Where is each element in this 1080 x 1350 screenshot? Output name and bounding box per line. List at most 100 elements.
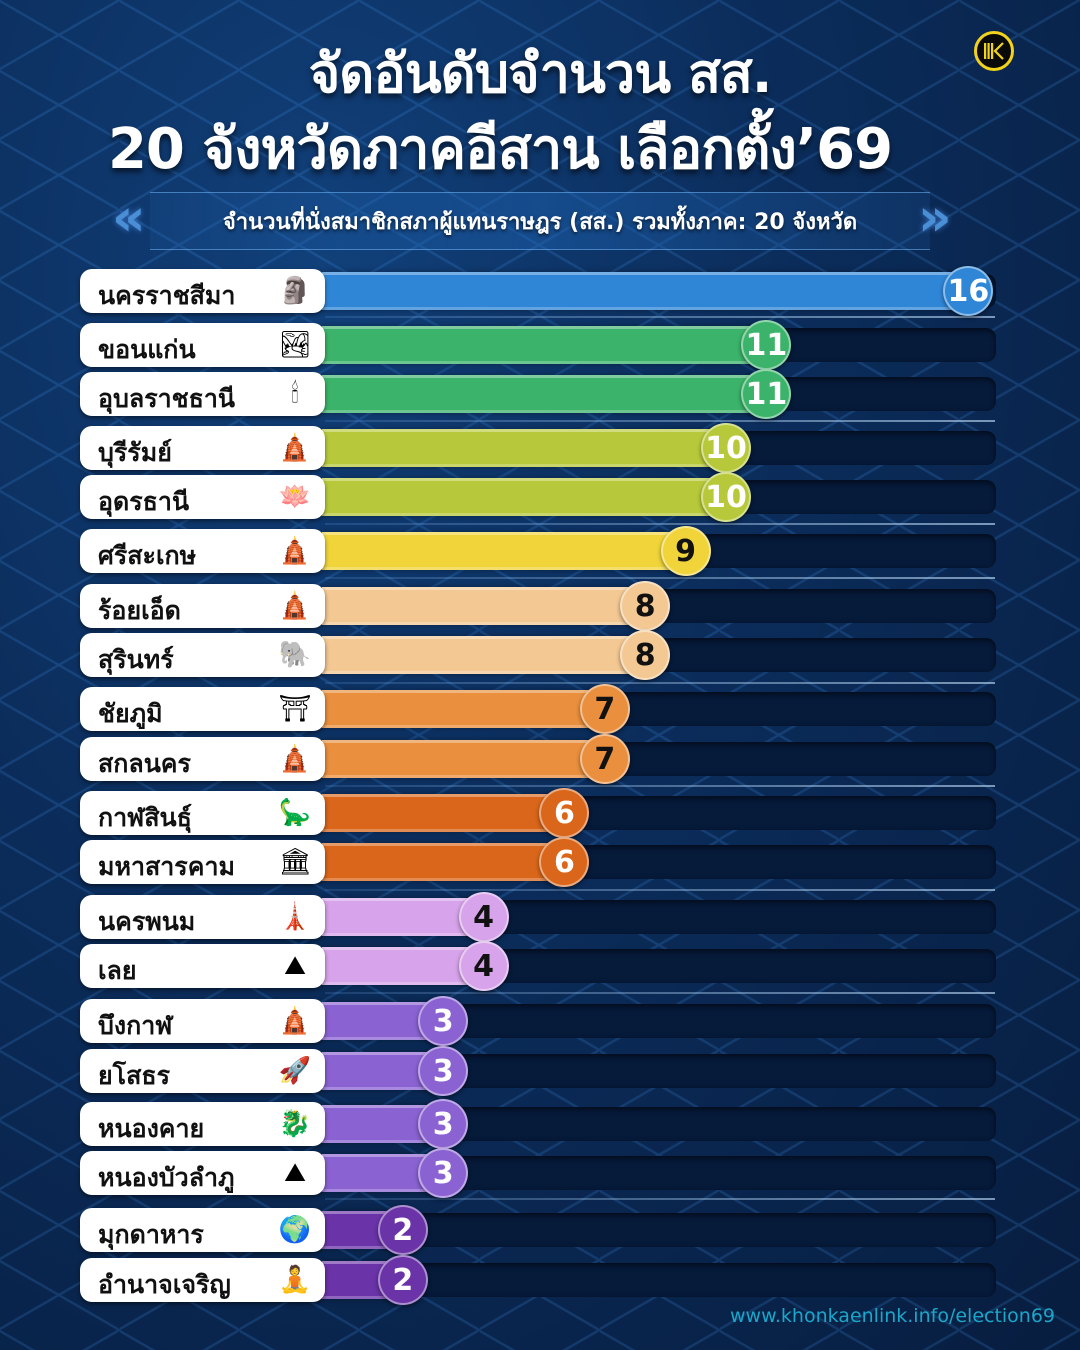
category-label: หนองบัวลำภู — [98, 1163, 235, 1192]
province-label-pill: หนองบัวลำภู ⛰ — [80, 1151, 325, 1195]
bar-track — [322, 1213, 996, 1247]
province-label-pill: มุกดาหาร 🌍 — [80, 1208, 325, 1252]
province-label-pill: เลย ⛰ — [80, 944, 325, 988]
lotus-icon: 🪷 — [278, 482, 312, 512]
bar — [322, 532, 686, 570]
bar — [322, 636, 646, 674]
category-label: กาฬสินธุ์ — [98, 803, 192, 832]
footer-url[interactable]: www.khonkaenlink.info/election69 — [730, 1305, 1056, 1327]
chart-row: 4 เลย ⛰ — [0, 941, 1080, 991]
bar-track — [322, 1263, 996, 1297]
group-separator — [325, 992, 995, 994]
group-separator — [325, 523, 995, 525]
chart-row: 11 ขอนแก่น 🏞 — [0, 320, 1080, 370]
buddha-icon: 🧘 — [278, 1265, 312, 1295]
double-chevron-left-icon: « — [112, 188, 146, 248]
value-label: 2 — [377, 1205, 428, 1255]
naga-icon: 🐉 — [278, 1109, 312, 1139]
group-separator — [325, 1198, 995, 1200]
mountain-icon: ⛰ — [284, 1157, 306, 1188]
category-label: มุกดาหาร — [98, 1220, 204, 1249]
chart-row: 3 ยโสธร 🚀 — [0, 1046, 1080, 1096]
category-label: สุรินทร์ — [98, 645, 174, 674]
chart-row: 8 ร้อยเอ็ด 🛕 — [0, 581, 1080, 631]
category-label: เลย — [98, 956, 137, 985]
category-label: นครราชสีมา — [98, 281, 236, 310]
category-label: ร้อยเอ็ด — [98, 596, 181, 625]
province-label-pill: อุบลราชธานี 🕯 — [80, 372, 325, 416]
group-separator — [325, 785, 995, 787]
category-label: หนองคาย — [98, 1114, 205, 1143]
bar — [322, 794, 565, 832]
category-label: ยโสธร — [98, 1061, 171, 1090]
rock-arch-icon: ⛩ — [278, 694, 312, 724]
chart-row: 16 นครราชสีมา 🗿 — [0, 266, 1080, 316]
value-label: 11 — [741, 320, 792, 370]
value-label: 6 — [539, 837, 590, 887]
province-label-pill: ศรีสะเกษ 🛕 — [80, 529, 325, 573]
province-label-pill: หนองคาย 🐉 — [80, 1102, 325, 1146]
province-label-pill: นครพนม 🗼 — [80, 895, 325, 939]
category-label: ชัยภูมิ — [98, 699, 163, 728]
province-label-pill: อุดรธานี 🪷 — [80, 475, 325, 519]
province-label-pill: มหาสารคาม 🏛 — [80, 840, 325, 884]
bar — [322, 740, 605, 778]
chart-row: 3 บึงกาฬ 🛕 — [0, 996, 1080, 1046]
subtitle-text: จำนวนที่นั่งสมาชิกสภาผู้แทนราษฎร (สส.) ร… — [222, 210, 858, 235]
value-label: 9 — [660, 526, 711, 576]
value-label: 10 — [701, 423, 751, 473]
province-label-pill: ร้อยเอ็ด 🛕 — [80, 584, 325, 628]
subtitle-banner — [150, 192, 930, 250]
page-title-line2: 20 จังหวัดภาคอีสาน เลือกตั้ง’69 — [107, 117, 893, 182]
mountain-icon: ⛰ — [284, 950, 306, 981]
candle-float-icon: 🕯 — [291, 378, 299, 409]
value-label: 10 — [701, 472, 751, 522]
category-label: มหาสารคาม — [98, 852, 235, 881]
value-label: 4 — [458, 941, 509, 991]
river-icon: 🌍 — [278, 1215, 312, 1245]
chart-row: 8 สุรินทร์ 🐘 — [0, 630, 1080, 680]
chart-row: 2 มุกดาหาร 🌍 — [0, 1205, 1080, 1255]
value-label: 4 — [458, 892, 509, 942]
chart-row: 3 หนองคาย 🐉 — [0, 1099, 1080, 1149]
province-label-pill: ขอนแก่น 🏞 — [80, 323, 325, 367]
category-label: นครพนม — [98, 907, 196, 936]
group-separator — [325, 577, 995, 579]
brand-logo-icon — [974, 31, 1014, 71]
dinosaur-icon: 🦕 — [278, 798, 312, 828]
province-label-pill: บุรีรัมย์ 🛕 — [80, 426, 325, 470]
group-separator — [325, 889, 995, 891]
value-label: 8 — [620, 581, 671, 631]
elephant-icon: 🐘 — [278, 640, 312, 670]
value-label: 3 — [418, 1046, 469, 1096]
value-label: 7 — [579, 734, 630, 784]
category-label: ขอนแก่น — [98, 335, 196, 364]
value-label: 16 — [943, 266, 994, 316]
k-logo-glyph — [984, 42, 1004, 60]
bar — [322, 429, 726, 467]
category-label: อำนาจเจริญ — [98, 1270, 231, 1299]
category-label: อุดรธานี — [98, 487, 190, 516]
category-label: บึงกาฬ — [98, 1011, 173, 1040]
category-label: อุบลราชธานี — [98, 384, 236, 413]
chart-row: 4 นครพนม 🗼 — [0, 892, 1080, 942]
temple-icon: 🛕 — [278, 433, 312, 463]
value-label: 3 — [418, 1148, 469, 1198]
province-label-pill: ชัยภูมิ ⛩ — [80, 687, 325, 731]
bar — [322, 898, 484, 936]
pagoda-icon: 🛕 — [278, 744, 312, 774]
chart-row: 2 อำนาจเจริญ 🧘 — [0, 1255, 1080, 1305]
pagoda-icon: 🛕 — [278, 591, 312, 621]
chart-row: 6 มหาสารคาม 🏛 — [0, 837, 1080, 887]
bar — [322, 947, 484, 985]
value-label: 8 — [620, 630, 671, 680]
province-label-pill: อำนาจเจริญ 🧘 — [80, 1258, 325, 1302]
value-label: 7 — [579, 684, 630, 734]
bar — [322, 326, 767, 364]
category-label: บุรีรัมย์ — [98, 438, 172, 467]
value-label: 6 — [539, 788, 590, 838]
group-separator — [325, 682, 995, 684]
chart-row: 11 อุบลราชธานี 🕯 — [0, 369, 1080, 419]
bar — [322, 690, 605, 728]
value-label: 3 — [418, 1099, 469, 1149]
